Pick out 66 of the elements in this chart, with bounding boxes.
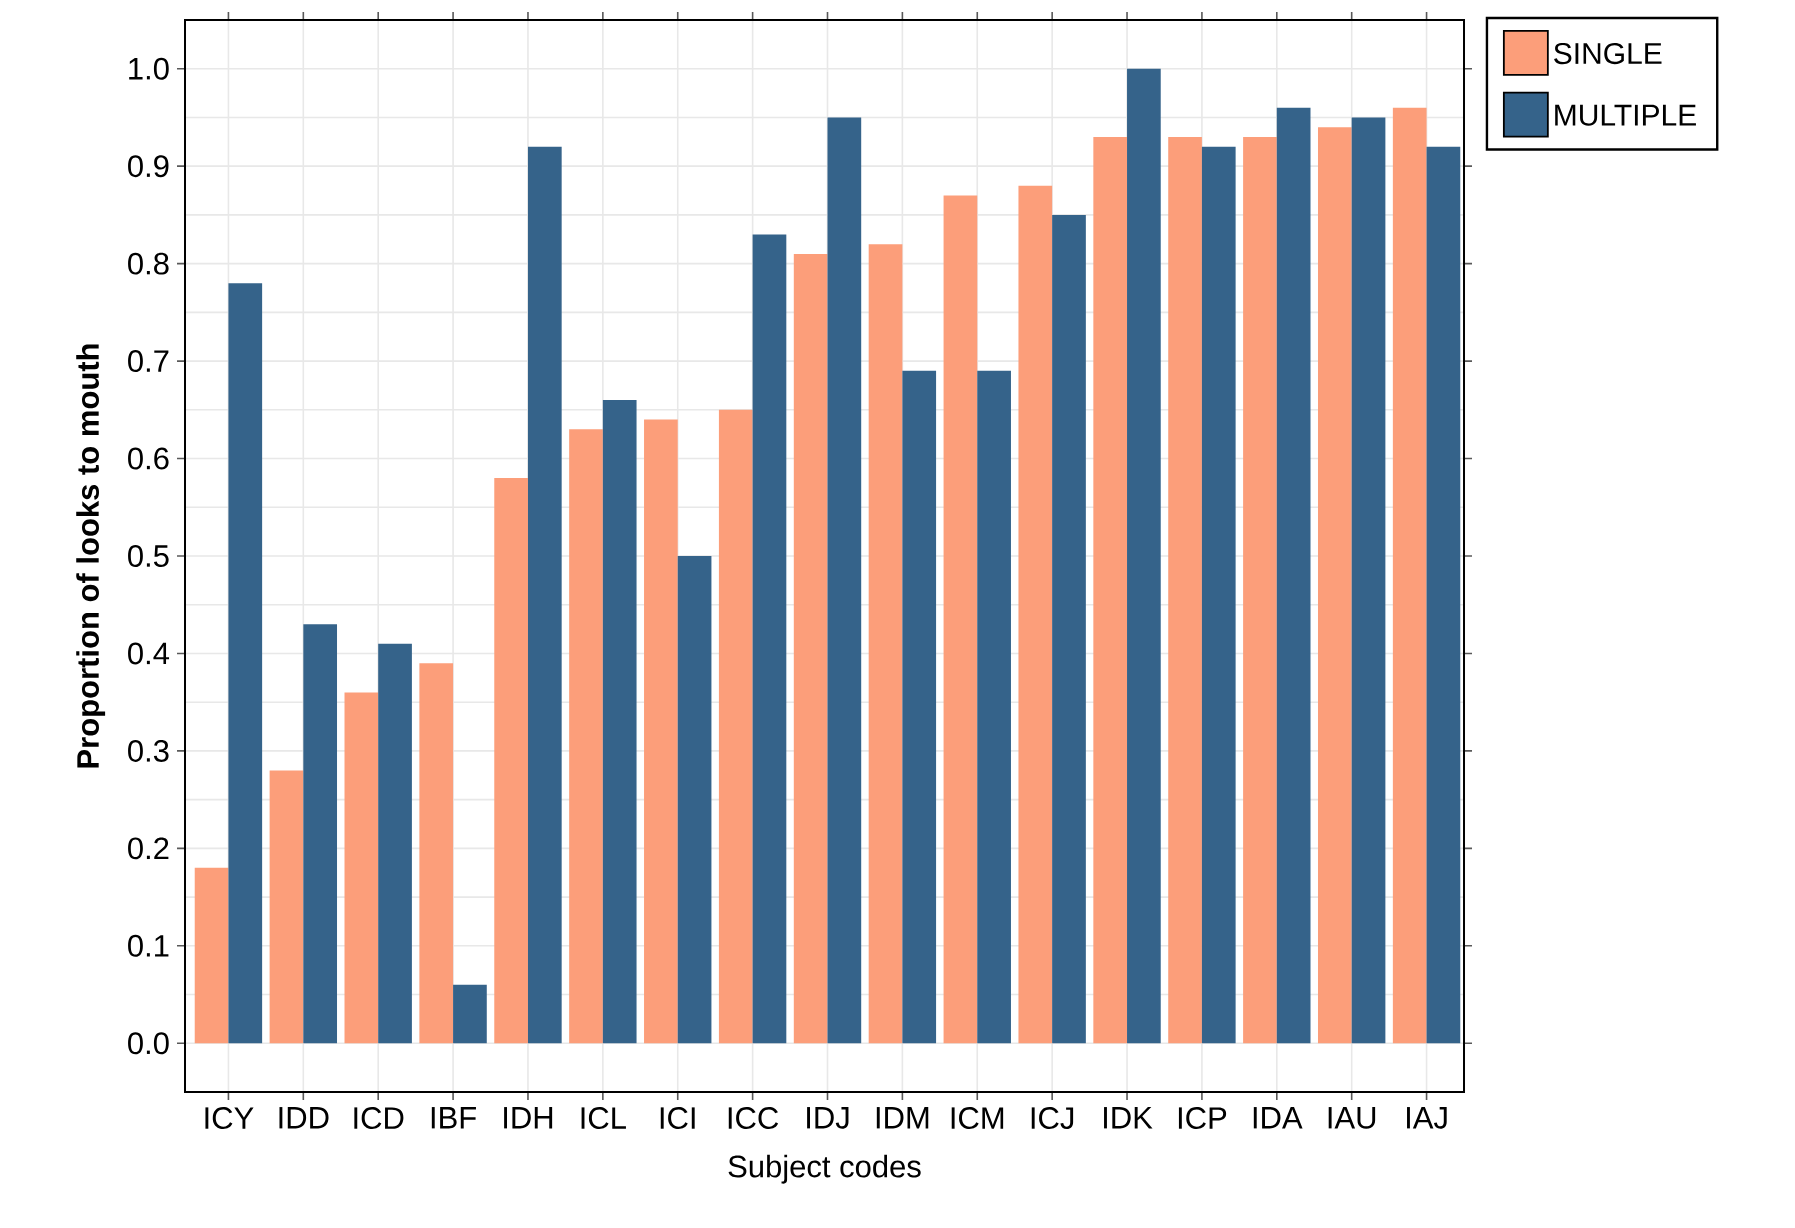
- bar: [1201, 146, 1236, 1044]
- x-tick-label: IDA: [1253, 1107, 1303, 1129]
- bar: [677, 556, 712, 1044]
- legend-label: MULTIPLE: [1555, 104, 1696, 126]
- y-tick-label: 0.2: [128, 837, 169, 860]
- y-tick-label: 0.9: [128, 155, 169, 178]
- x-tick-label: IDD: [279, 1107, 329, 1129]
- x-tick-label: ICJ: [1031, 1107, 1074, 1130]
- y-tick-label: 0.1: [128, 934, 169, 957]
- y-tick-label: 0.5: [128, 545, 169, 567]
- bar: [602, 400, 637, 1044]
- x-tick-label: IAJ: [1407, 1107, 1447, 1129]
- bar: [419, 663, 454, 1044]
- y-tick-label: 1.0: [129, 57, 169, 80]
- y-tick-label: 0.7: [128, 350, 169, 373]
- bar: [1317, 127, 1352, 1044]
- x-tick-label: IAU: [1328, 1107, 1376, 1129]
- bar: [718, 409, 753, 1044]
- x-tick-label: ICM: [951, 1107, 1004, 1130]
- bar: [827, 117, 862, 1044]
- bar: [1392, 107, 1427, 1044]
- bar: [902, 370, 937, 1044]
- x-tick-label: ICI: [660, 1107, 695, 1130]
- x-tick-label: ICP: [1178, 1107, 1227, 1130]
- x-tick-label: ICY: [205, 1107, 254, 1130]
- x-tick-label: IDM: [876, 1107, 929, 1129]
- bar: [527, 146, 562, 1044]
- bar: [569, 429, 603, 1044]
- y-tick-label: 0.4: [128, 642, 170, 665]
- bar: [344, 692, 379, 1044]
- bar: [1276, 107, 1311, 1044]
- x-tick-label: IDK: [1104, 1107, 1153, 1129]
- x-tick-label: ICL: [581, 1107, 626, 1130]
- bar: [378, 643, 412, 1044]
- bar: [1426, 146, 1461, 1044]
- bar: [453, 984, 487, 1044]
- x-tick-label: IDJ: [807, 1107, 849, 1129]
- bar: [303, 624, 338, 1044]
- bar: [269, 770, 304, 1044]
- y-tick-label: 0.3: [128, 739, 169, 762]
- bar: [1052, 214, 1086, 1044]
- bar: [644, 419, 678, 1044]
- bar: [494, 478, 528, 1044]
- bar: [943, 195, 978, 1044]
- bar: [868, 244, 903, 1044]
- bar: [977, 370, 1011, 1044]
- x-tick-label: ICC: [728, 1107, 779, 1130]
- y-tick-label: 0.8: [128, 252, 169, 275]
- x-tick-label: IBF: [431, 1107, 476, 1129]
- x-tick-label: IDH: [504, 1107, 553, 1129]
- bar: [228, 283, 263, 1044]
- bar: [1018, 185, 1053, 1044]
- x-tick-label: ICD: [354, 1107, 404, 1130]
- y-tick-label: 0.6: [128, 447, 169, 470]
- bar: [752, 234, 787, 1044]
- bar: [1168, 136, 1202, 1044]
- x-axis-title: Subject codes: [728, 1154, 921, 1184]
- bar: [1351, 117, 1386, 1044]
- bar: [1093, 136, 1128, 1044]
- bar: [793, 253, 828, 1044]
- y-tick-label: 0.0: [128, 1032, 169, 1055]
- y-axis-title: Proportion of looks to mouth: [76, 344, 106, 768]
- bar: [1127, 68, 1161, 1044]
- legend-label: SINGLE: [1554, 42, 1662, 65]
- bar: [1243, 136, 1277, 1044]
- bar: [194, 867, 229, 1044]
